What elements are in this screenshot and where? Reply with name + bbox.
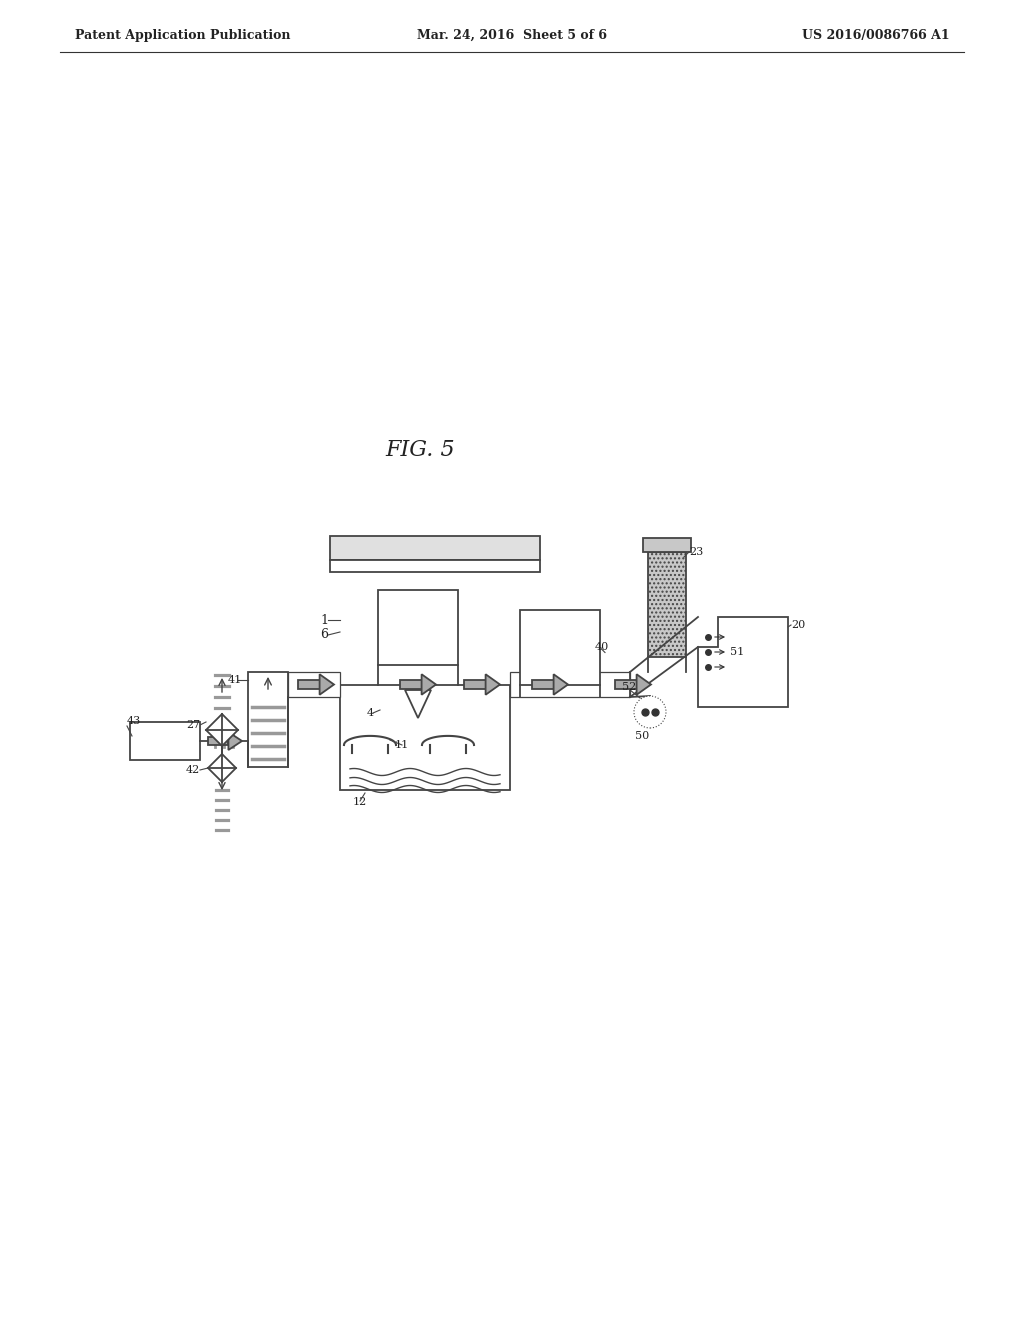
Bar [532, 680, 554, 689]
Bar [130, 722, 200, 760]
Text: 41: 41 [228, 675, 243, 685]
Polygon shape [228, 733, 242, 750]
Text: 40: 40 [595, 643, 609, 652]
Circle shape [634, 696, 666, 729]
Polygon shape [698, 616, 788, 708]
Bar [378, 590, 458, 665]
Bar [464, 680, 485, 689]
Bar [330, 560, 540, 572]
Polygon shape [206, 714, 238, 746]
Bar [615, 680, 637, 689]
Bar [340, 685, 510, 789]
Polygon shape [422, 675, 436, 694]
Bar [248, 672, 288, 767]
Polygon shape [319, 675, 334, 694]
Bar [298, 680, 319, 689]
Text: Mar. 24, 2016  Sheet 5 of 6: Mar. 24, 2016 Sheet 5 of 6 [417, 29, 607, 41]
Text: US 2016/0086766 A1: US 2016/0086766 A1 [803, 29, 950, 41]
Bar [400, 680, 422, 689]
Text: 4: 4 [367, 708, 374, 718]
Text: 12: 12 [353, 797, 368, 807]
Bar [648, 552, 686, 657]
Text: 52: 52 [622, 682, 636, 692]
Text: 11: 11 [395, 741, 410, 750]
Polygon shape [637, 675, 651, 694]
Bar [643, 539, 691, 552]
Text: 51: 51 [730, 647, 744, 657]
Bar [208, 737, 228, 746]
Text: 20: 20 [791, 620, 805, 630]
Polygon shape [485, 675, 500, 694]
Bar [510, 672, 630, 697]
Bar [288, 672, 340, 697]
Text: 1: 1 [319, 614, 328, 627]
Text: FIG. 5: FIG. 5 [385, 440, 455, 461]
Bar [330, 536, 540, 560]
Text: 6: 6 [319, 628, 328, 642]
Polygon shape [406, 690, 431, 718]
Text: 50: 50 [635, 731, 649, 741]
Bar [520, 610, 600, 685]
Text: 27: 27 [186, 719, 200, 730]
Polygon shape [208, 754, 236, 781]
Text: 43: 43 [127, 715, 141, 726]
Text: 23: 23 [689, 546, 703, 557]
Text: 42: 42 [186, 766, 201, 775]
Polygon shape [554, 675, 568, 694]
Text: Patent Application Publication: Patent Application Publication [75, 29, 291, 41]
